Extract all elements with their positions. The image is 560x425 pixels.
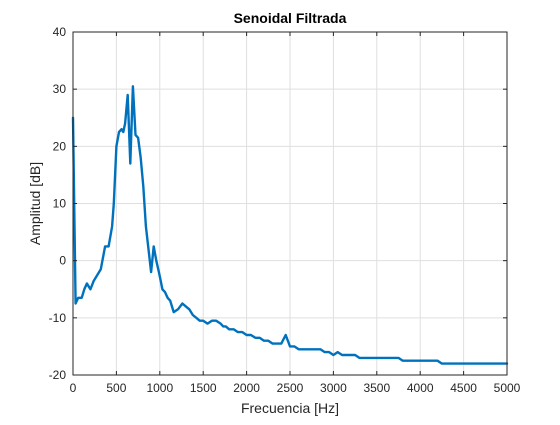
x-tick-label: 3000 (320, 381, 347, 395)
x-axis-label: Frecuencia [Hz] (241, 400, 339, 416)
x-tick-label: 1500 (190, 381, 217, 395)
x-tick-label: 1000 (146, 381, 173, 395)
x-tick-label: 500 (106, 381, 126, 395)
x-tick-label: 2000 (233, 381, 260, 395)
grid-lines (73, 32, 507, 375)
tick-marks (72, 31, 508, 376)
chart-title: Senoidal Filtrada (234, 10, 347, 26)
x-tick-label: 4000 (407, 381, 434, 395)
y-tick-label: 20 (53, 139, 67, 153)
y-axis-label: Amplitud [dB] (27, 162, 43, 245)
y-tick-label: 40 (53, 25, 67, 39)
series-line (71, 85, 509, 365)
x-tick-label: 5000 (494, 381, 521, 395)
y-tick-label: 0 (59, 254, 66, 268)
y-tick-labels: -20 -10 0 10 20 30 40 (49, 25, 67, 382)
x-tick-label: 2500 (277, 381, 304, 395)
x-tick-label: 4500 (450, 381, 477, 395)
x-tick-label: 3500 (363, 381, 390, 395)
y-tick-label: 30 (53, 82, 67, 96)
y-tick-label: -20 (49, 368, 67, 382)
x-tick-labels: 0 500 1000 1500 2000 2500 3000 3500 4000 4500 5000 (70, 381, 521, 395)
y-tick-label: 10 (53, 197, 67, 211)
y-tick-label: -10 (49, 311, 67, 325)
x-tick-label: 0 (70, 381, 77, 395)
